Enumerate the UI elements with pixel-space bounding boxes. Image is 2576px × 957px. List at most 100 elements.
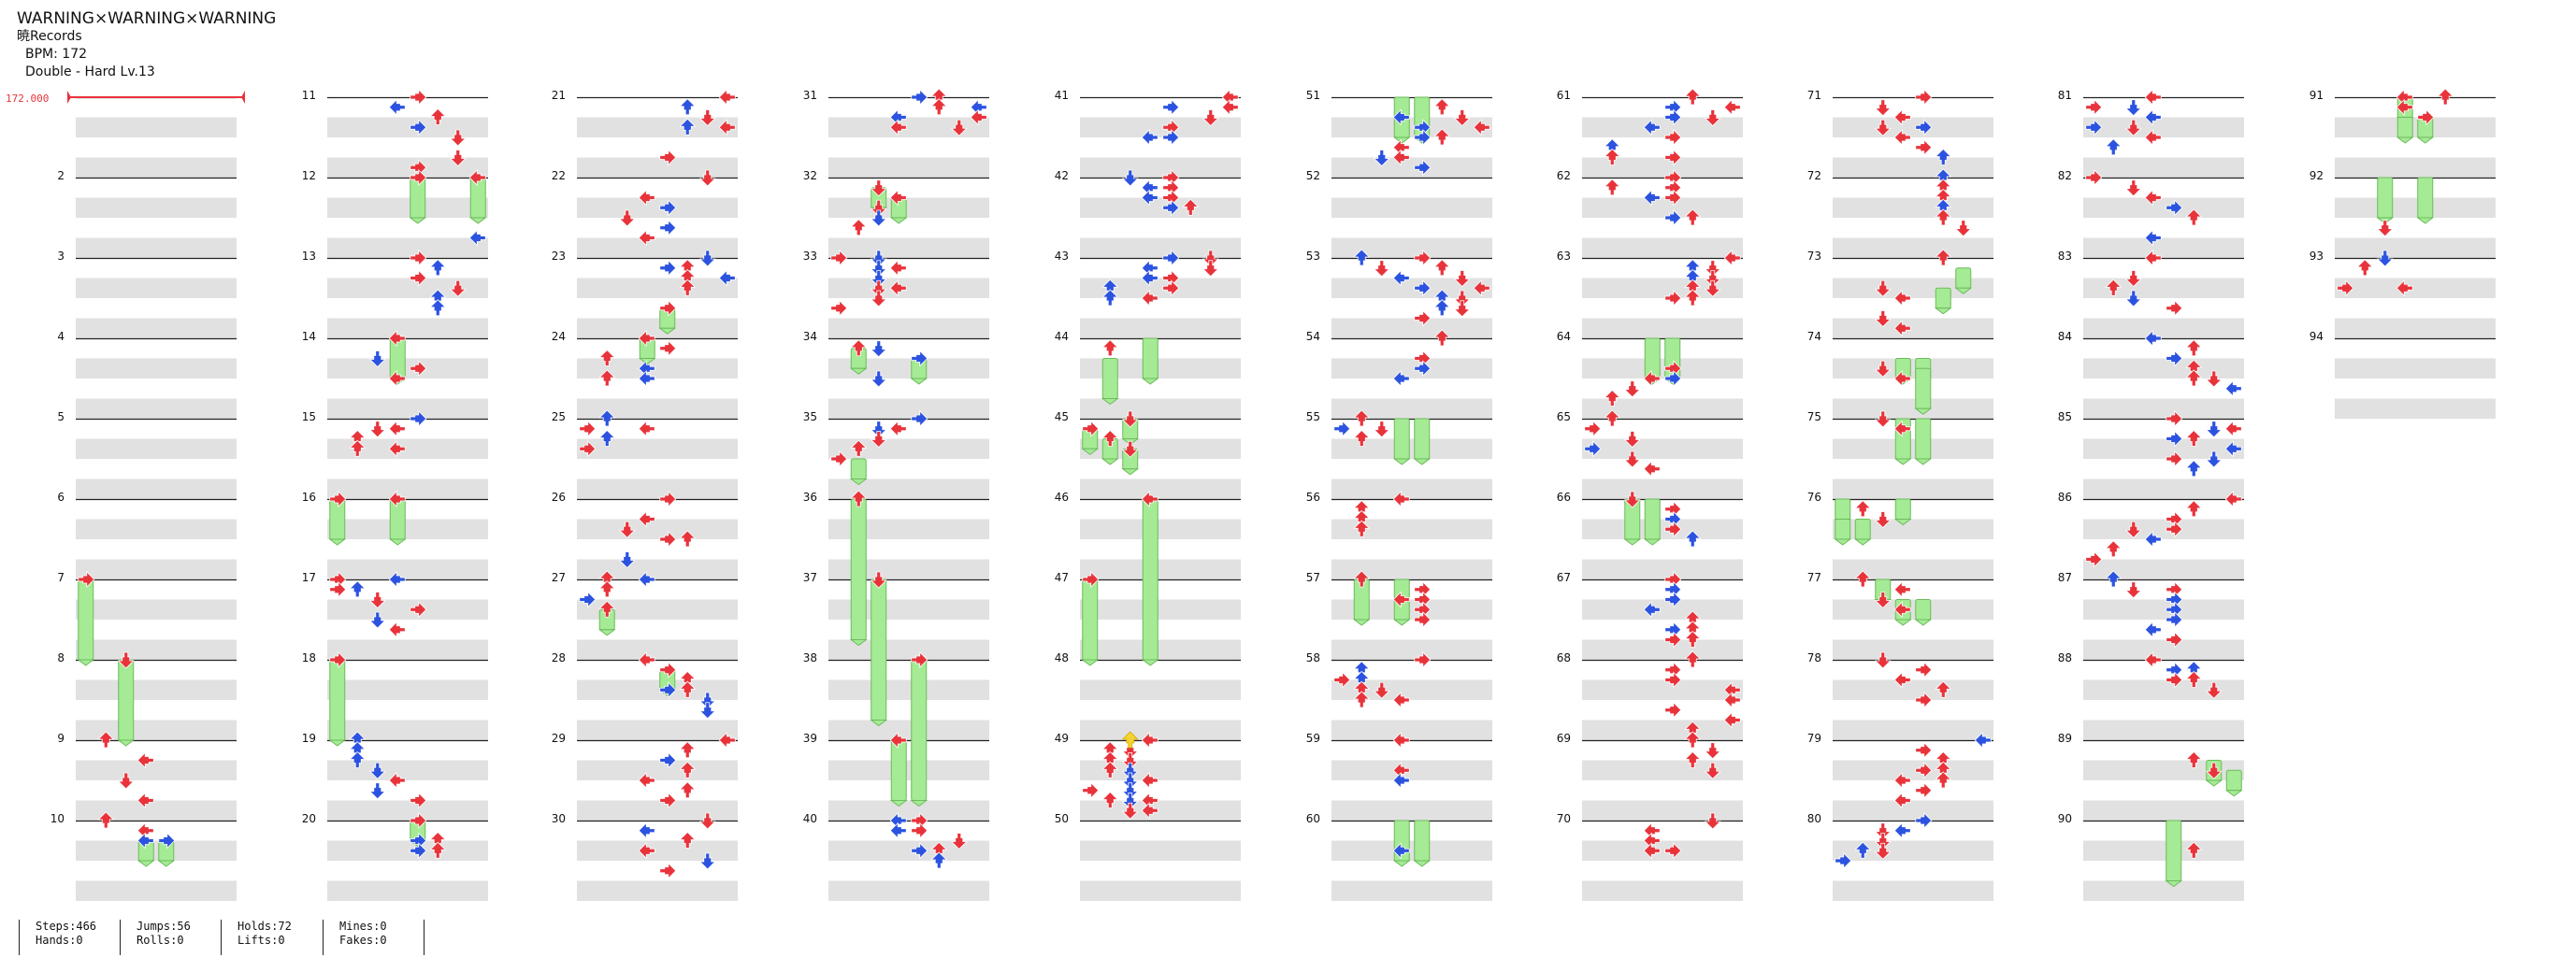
step-arrow	[2166, 450, 2183, 467]
hold-note	[118, 659, 135, 741]
step-arrow	[1221, 89, 1239, 106]
step-arrow	[1874, 279, 1892, 297]
measure-band	[577, 840, 738, 861]
step-arrow	[659, 531, 677, 548]
step-arrow	[1333, 420, 1351, 437]
arrow-layer	[78, 88, 2454, 879]
stat-group: Mines:0 Fakes:0	[323, 920, 387, 955]
step-arrow	[679, 98, 697, 116]
measure-band	[327, 197, 488, 218]
measure-number: 33	[803, 250, 817, 263]
measure-number: 13	[302, 250, 316, 263]
hold-note	[389, 337, 406, 379]
bpm-marker-start	[67, 91, 71, 104]
hold-tail	[117, 739, 136, 747]
measure-band	[1331, 760, 1492, 780]
measure-band	[327, 679, 488, 700]
step-arrow	[1704, 812, 1721, 830]
step-arrow	[1121, 782, 1139, 800]
step-arrow	[1854, 841, 1872, 859]
measure-number: 44	[1055, 330, 1069, 343]
step-arrow	[1392, 842, 1410, 860]
step-arrow	[1664, 591, 1682, 608]
step-arrow	[329, 491, 347, 507]
measure-band	[2083, 318, 2244, 338]
step-arrow	[1373, 421, 1390, 438]
step-arrow	[1433, 128, 1451, 146]
step-arrow	[1643, 601, 1661, 619]
measure-band	[2083, 278, 2244, 298]
measure-band	[1582, 157, 1743, 178]
measure-band	[828, 197, 989, 218]
measure-number: 50	[1055, 812, 1069, 825]
measure-band	[1080, 519, 1241, 539]
hold-note	[2225, 769, 2242, 792]
step-arrow	[1101, 289, 1119, 307]
step-arrow	[2396, 279, 2413, 297]
step-arrow	[1202, 109, 1219, 127]
measure-number: 4	[57, 330, 65, 343]
hold-tail	[1392, 136, 1411, 144]
measure-band	[1080, 840, 1241, 861]
step-arrow	[1893, 370, 1911, 387]
measure-band	[1582, 237, 1743, 258]
step-arrow	[1915, 89, 1933, 106]
step-arrow	[1162, 199, 1180, 217]
hold-tail	[849, 639, 868, 647]
step-arrow	[2105, 540, 2123, 558]
step-arrow	[1893, 108, 1911, 126]
measure-band	[2335, 197, 2496, 218]
stat-group: Steps:466 Hands:0	[19, 920, 96, 955]
step-arrow	[1392, 491, 1410, 507]
measure-band	[76, 720, 237, 740]
step-arrow	[870, 431, 887, 449]
mine-note	[1121, 731, 1139, 749]
step-arrow	[2166, 299, 2183, 317]
measure-band	[1080, 197, 1241, 218]
measure-number: 78	[1807, 651, 1821, 664]
stat-value: Mines:0	[339, 920, 387, 933]
step-arrow	[659, 491, 677, 507]
step-arrow	[1082, 781, 1100, 799]
hold-note	[850, 498, 867, 640]
measure-number: 27	[552, 571, 566, 584]
step-arrow	[2166, 521, 2183, 538]
step-arrow	[889, 821, 907, 839]
measure-number: 47	[1055, 571, 1069, 584]
step-arrow	[2124, 270, 2142, 288]
measure-band	[1080, 278, 1241, 298]
hold-note	[1955, 267, 1972, 289]
measure-band	[1833, 318, 1993, 338]
measure-number: 77	[1807, 571, 1821, 584]
measure-band	[2083, 559, 2244, 579]
step-arrow	[638, 510, 655, 528]
step-arrow	[97, 731, 115, 749]
step-arrow	[2144, 651, 2162, 668]
step-arrow	[1664, 621, 1682, 638]
measure-band	[1080, 237, 1241, 258]
step-arrow	[1664, 842, 1682, 860]
step-arrow	[117, 772, 135, 790]
step-arrow	[1704, 260, 1721, 278]
step-arrow	[1935, 208, 1952, 226]
step-arrow	[1333, 671, 1351, 689]
measure-band	[1080, 157, 1241, 178]
song-bpm: BPM: 172	[25, 47, 88, 62]
step-arrow	[2144, 229, 2162, 247]
step-arrow	[1433, 329, 1451, 347]
step-arrow	[449, 129, 467, 147]
measure-number: 43	[1055, 250, 1069, 263]
measure-band	[1833, 398, 1993, 419]
step-arrow	[1874, 410, 1892, 428]
measure-band	[1582, 197, 1743, 218]
step-arrow	[950, 833, 968, 850]
step-arrow	[1893, 580, 1911, 598]
step-arrow	[2185, 841, 2203, 859]
hold-tail	[2396, 136, 2414, 144]
step-arrow	[2205, 370, 2223, 388]
measure-band	[76, 278, 237, 298]
step-arrow	[2144, 531, 2162, 548]
step-arrow	[889, 279, 907, 297]
step-arrow	[638, 842, 655, 860]
measure-number: 35	[803, 410, 817, 423]
